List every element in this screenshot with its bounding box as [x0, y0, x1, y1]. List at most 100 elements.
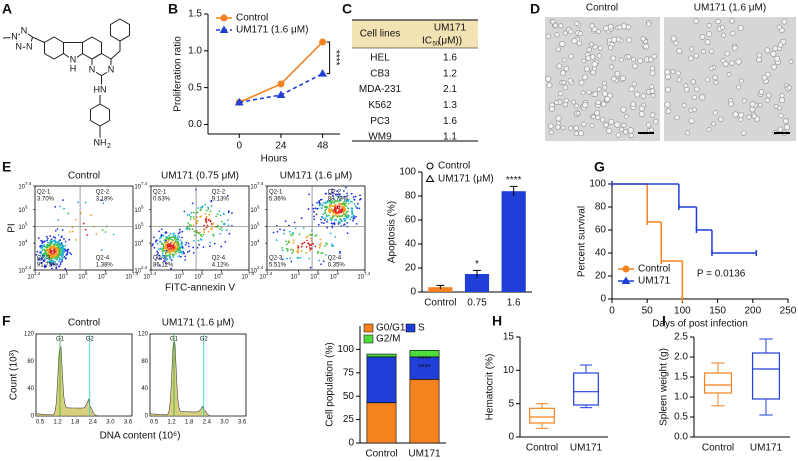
marker	[234, 97, 244, 106]
cell	[563, 65, 570, 72]
event-dot	[209, 210, 212, 213]
x-tick-label: 1.8	[71, 420, 80, 426]
table-cell: 1.1	[443, 132, 457, 143]
event-dot	[170, 259, 173, 262]
event-dot	[178, 228, 181, 231]
event-dot	[297, 248, 300, 251]
event-dot	[198, 243, 201, 246]
histogram-frame	[149, 333, 247, 417]
event-dot	[309, 266, 312, 269]
event-dot	[297, 251, 300, 254]
cell	[704, 39, 711, 46]
event-dot	[174, 250, 177, 253]
cell	[627, 127, 634, 134]
event-dot	[281, 258, 284, 261]
event-dot	[37, 237, 40, 240]
event-dot	[340, 215, 343, 217]
event-dot	[329, 208, 332, 211]
cell	[783, 118, 789, 124]
y-axis-label: Hematocrit (%)	[485, 354, 496, 421]
quadrant-name: Q2-3	[269, 256, 283, 262]
quadrant-percent: 1.38%	[96, 263, 114, 269]
event-dot	[160, 236, 163, 239]
event-dot	[112, 233, 115, 236]
event-dot	[326, 199, 329, 202]
panel-label: G	[594, 159, 605, 175]
event-dot	[303, 241, 306, 244]
event-dot	[164, 260, 166, 263]
event-dot	[186, 213, 189, 216]
event-dot	[221, 229, 224, 232]
cell	[774, 55, 781, 62]
event-dot	[341, 215, 344, 217]
event-dot	[352, 196, 355, 198]
event-dot	[336, 189, 339, 192]
cell	[729, 60, 735, 66]
event-dot	[156, 257, 158, 259]
event-dot	[181, 236, 183, 239]
event-dot	[344, 195, 346, 198]
bar-segment	[366, 353, 397, 358]
event-dot	[44, 258, 46, 260]
table: Cell lines UM171 IC 50 (μM))	[352, 19, 478, 142]
event-dot	[210, 199, 213, 202]
event-dot	[205, 226, 208, 229]
cell	[545, 33, 551, 39]
event-dot	[166, 248, 169, 250]
event-dot	[170, 267, 172, 270]
event-dot	[165, 254, 168, 257]
event-dot	[220, 220, 223, 223]
event-dot	[192, 251, 195, 254]
event-dot	[100, 249, 103, 252]
event-dot	[324, 217, 327, 220]
event-dot	[62, 238, 65, 240]
cell	[781, 18, 788, 25]
y-tick-exponent: 6	[257, 205, 260, 210]
x-tick-label: 0.75	[467, 298, 487, 309]
cell	[630, 101, 637, 107]
cell	[704, 77, 711, 83]
atom: H	[70, 63, 77, 73]
event-dot	[322, 217, 325, 220]
event-dot	[181, 242, 184, 245]
event-dot	[59, 261, 62, 264]
event-dot	[86, 233, 89, 236]
event-dot	[100, 199, 103, 202]
y-tick-base: 10	[18, 185, 25, 191]
event-dot	[175, 238, 178, 241]
cell	[623, 114, 629, 120]
event-dot	[284, 220, 287, 223]
quadrant-percent: 0.35%	[328, 263, 346, 269]
event-dot	[161, 254, 164, 257]
event-dot	[71, 226, 74, 229]
y-tick-label: 0	[348, 438, 354, 449]
panel-label: I	[662, 313, 666, 329]
event-dot	[52, 239, 55, 242]
event-dot	[282, 232, 285, 235]
event-dot	[158, 257, 161, 260]
panel-label: A	[2, 1, 12, 17]
cell	[609, 64, 615, 70]
event-dot	[41, 249, 44, 251]
event-dot	[57, 219, 60, 221]
event-dot	[184, 259, 187, 261]
event-dot	[292, 248, 294, 251]
x-tick-exponent: 7.4	[248, 271, 255, 276]
y-tick-label: 80	[595, 202, 607, 213]
cell	[646, 21, 652, 27]
panel-label: D	[530, 1, 540, 17]
x-tick-exponent: 6	[105, 271, 108, 276]
event-dot	[174, 237, 177, 240]
event-dot	[314, 207, 317, 210]
x-tick-exponent: 7.4	[132, 271, 139, 276]
event-dot	[324, 253, 327, 256]
cell	[592, 91, 599, 97]
cell	[751, 113, 757, 119]
cell	[772, 45, 779, 52]
table-cell: MDA-231	[359, 84, 402, 95]
cell	[651, 53, 657, 59]
cell	[591, 114, 596, 120]
event-dot	[334, 203, 337, 206]
event-dot	[316, 208, 319, 210]
event-dot	[58, 240, 60, 243]
